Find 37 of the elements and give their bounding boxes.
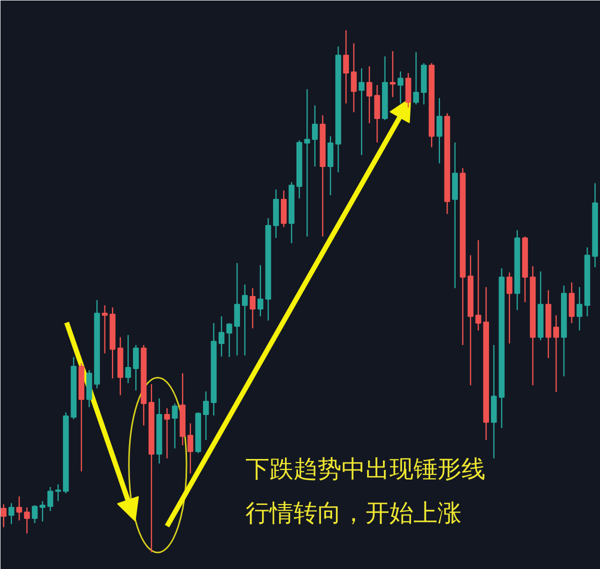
candlestick [343, 30, 349, 104]
candlestick [218, 316, 224, 358]
candlestick [40, 500, 46, 522]
candlestick [242, 284, 248, 356]
candlestick [576, 286, 582, 332]
candlestick [436, 98, 442, 164]
candlestick [55, 484, 61, 502]
candlestick [328, 136, 334, 196]
candlestick [250, 288, 256, 329]
candlestick [234, 262, 240, 356]
candlestick [125, 334, 132, 384]
candlestick [203, 390, 209, 441]
candlestick [312, 104, 318, 168]
annotation: 下跌趋势中出现锤形线 [246, 454, 486, 483]
candlestick [172, 402, 178, 449]
candlestick [24, 506, 30, 534]
candlestick [398, 70, 404, 104]
candlestick [47, 486, 54, 512]
candlestick [358, 68, 364, 156]
candlestick [506, 272, 512, 344]
candlestick [102, 304, 108, 354]
candlestick [16, 496, 22, 522]
candlestick [304, 88, 310, 238]
candlestick [226, 322, 232, 358]
candlestick [32, 504, 38, 524]
annotation: 行情转向，开始上涨 [246, 499, 462, 528]
candlestick [475, 240, 482, 332]
candlestick [413, 52, 419, 105]
candlestick [568, 282, 575, 324]
candlestick [164, 408, 170, 459]
candlestick [187, 422, 194, 474]
candlestick [8, 502, 14, 525]
candlestick [350, 42, 357, 113]
candlestick [132, 344, 139, 392]
candlestick [258, 264, 264, 317]
candlestick [0, 504, 7, 528]
candlestick [390, 50, 396, 98]
